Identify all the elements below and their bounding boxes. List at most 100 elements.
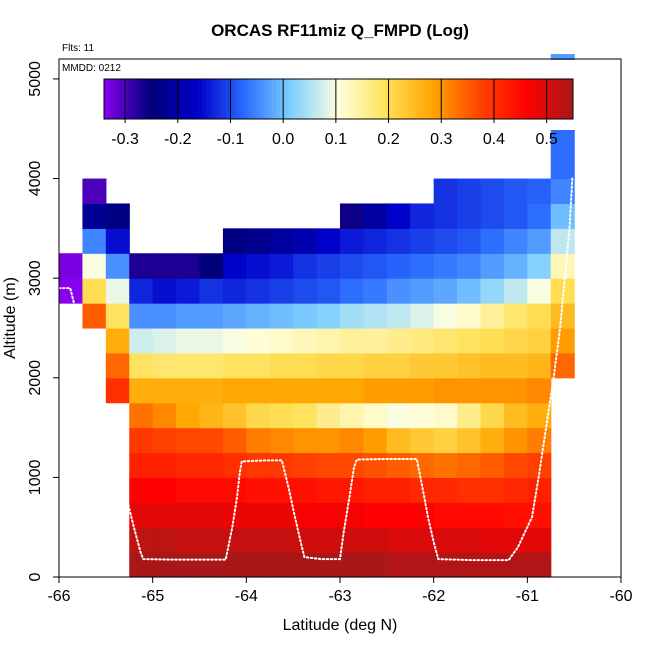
- heatmap-cell: [316, 253, 341, 279]
- y-axis-label: Altitude (m): [2, 277, 19, 359]
- colorbar-frame: [103, 78, 574, 120]
- heatmap-cell: [386, 352, 411, 379]
- heatmap-cell: [410, 427, 435, 454]
- colorbar-segment: [232, 79, 238, 119]
- heatmap-cell: [105, 278, 130, 304]
- heatmap-cell: [550, 228, 575, 254]
- colorbar-segment: [150, 79, 156, 119]
- heatmap-cell: [433, 477, 458, 503]
- heatmap-cell: [199, 527, 224, 553]
- heatmap-cell: [152, 552, 177, 578]
- heatmap-cell: [480, 327, 505, 354]
- heatmap-cell: [199, 452, 224, 478]
- heatmap-cell: [246, 477, 271, 503]
- heatmap-cell: [386, 327, 411, 354]
- colorbar-tick-label: 0.4: [483, 131, 505, 148]
- heatmap-cell: [316, 552, 341, 578]
- heatmap-cell: [176, 253, 201, 279]
- heatmap-cell: [363, 377, 388, 404]
- heatmap-cell: [152, 427, 177, 454]
- colorbar-segment: [350, 79, 355, 119]
- heatmap-cell: [363, 278, 388, 304]
- colorbar-segment: [330, 79, 336, 119]
- colorbar-segment: [193, 79, 199, 119]
- heatmap-cell: [503, 327, 528, 354]
- chart-title: ORCAS RF11miz Q_FMPD (Log): [211, 21, 469, 40]
- heatmap-cell: [503, 452, 528, 478]
- heatmap-cell: [340, 278, 365, 304]
- colorbar-segment: [119, 79, 125, 119]
- heatmap-cell: [480, 452, 505, 478]
- heatmap-cell: [527, 203, 552, 229]
- colorbar-segment: [260, 79, 265, 119]
- colorbar-segment: [506, 79, 511, 119]
- colorbar-segment: [428, 79, 433, 119]
- heatmap-cell: [293, 327, 318, 354]
- heatmap-cell: [222, 427, 247, 454]
- heatmap-cell: [457, 228, 482, 254]
- heatmap-cell: [152, 402, 177, 429]
- heatmap-cell: [410, 552, 435, 578]
- colorbar-segment: [307, 79, 312, 119]
- heatmap-cell: [503, 303, 528, 329]
- heatmap-cell: [82, 203, 107, 229]
- heatmap-cell: [457, 377, 482, 404]
- x-tick-label: -63: [328, 588, 351, 605]
- colorbar-segment: [565, 79, 570, 119]
- heatmap-cell: [316, 303, 341, 329]
- heatmap-cell: [129, 303, 154, 329]
- heatmap-cell: [176, 452, 201, 478]
- colorbar-segment: [244, 79, 250, 119]
- heatmap-cell: [222, 327, 247, 354]
- colorbar-segment: [197, 79, 203, 119]
- heatmap-cell: [269, 377, 294, 404]
- heatmap-cell: [457, 352, 482, 379]
- colorbar-segment: [510, 79, 515, 119]
- colorbar-segment: [518, 79, 523, 119]
- heatmap-cell: [550, 128, 575, 155]
- heatmap-cell: [363, 303, 388, 329]
- colorbar-segment: [545, 79, 551, 119]
- colorbar-segment: [162, 79, 168, 119]
- colorbar-segment: [557, 79, 562, 119]
- colorbar-segment: [209, 79, 214, 119]
- colorbar-segment: [530, 79, 535, 119]
- heatmap-cell: [340, 228, 365, 254]
- heatmap-cell: [316, 402, 341, 429]
- heatmap-cell: [152, 352, 177, 379]
- heatmap-cell: [480, 527, 505, 553]
- heatmap-cell: [503, 203, 528, 229]
- colorbar-segment: [201, 79, 207, 119]
- heatmap-cell: [152, 327, 177, 354]
- colorbar-segment: [498, 79, 504, 119]
- heatmap-cell: [152, 377, 177, 404]
- colorbar-segment: [490, 79, 496, 119]
- colorbar-segment: [311, 79, 316, 119]
- colorbar-segment: [158, 79, 164, 119]
- heatmap-cell: [503, 502, 528, 528]
- heatmap-cell: [199, 402, 224, 429]
- colorbar: [103, 78, 574, 120]
- heatmap-cell: [152, 527, 177, 553]
- heatmap-cell: [129, 452, 154, 478]
- y-tick-label: 0: [27, 572, 44, 581]
- heatmap-cell: [457, 203, 482, 229]
- heatmap-cell: [480, 377, 505, 404]
- x-tick-label: -62: [422, 588, 445, 605]
- colorbar-segment: [561, 79, 566, 119]
- heatmap-cell: [82, 303, 107, 329]
- heatmap-cell: [293, 377, 318, 404]
- heatmap-cell: [386, 452, 411, 478]
- colorbar-tick-label: 0.5: [536, 131, 558, 148]
- heatmap-cell: [503, 552, 528, 578]
- colorbar-segment: [338, 79, 343, 119]
- heatmap-cell: [433, 178, 458, 205]
- colorbar-segment: [526, 79, 531, 119]
- colorbar-segment: [139, 79, 144, 119]
- heatmap-cell: [222, 228, 247, 254]
- heatmap-cell: [316, 352, 341, 379]
- heatmap-cell: [410, 352, 435, 379]
- heatmap-cell: [152, 477, 177, 503]
- heatmap-cell: [410, 303, 435, 329]
- heatmap-cell: [269, 278, 294, 304]
